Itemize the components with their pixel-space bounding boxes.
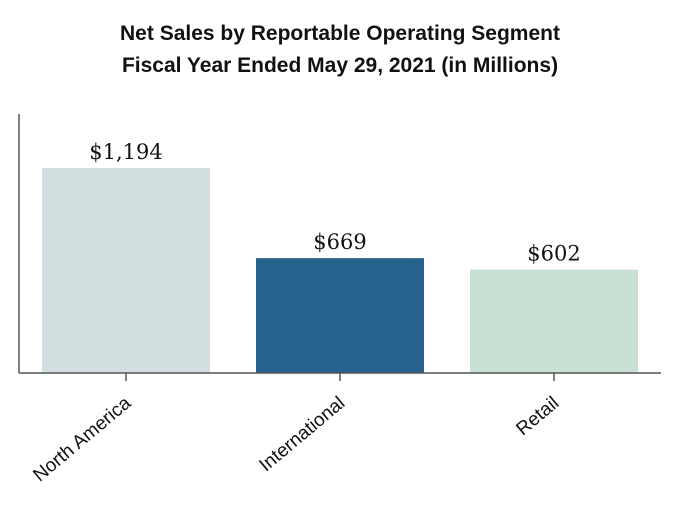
value-label-north-america: $1,194 [89, 140, 162, 164]
x-tick-label-international: International [256, 393, 350, 476]
chart-title-line-1: Net Sales by Reportable Operating Segmen… [120, 22, 560, 45]
bar-international [256, 258, 424, 373]
bar-retail [470, 269, 638, 373]
value-labels-group: $1,194 $669 $602 [89, 140, 580, 266]
bars-group [42, 168, 638, 373]
value-label-international: $669 [313, 230, 366, 254]
x-ticks-group: North America International Retail [30, 373, 564, 486]
bar-north-america [42, 168, 210, 373]
x-tick-label-retail: Retail [513, 393, 564, 440]
x-tick-label-north-america: North America [30, 392, 136, 486]
chart-title-line-2: Fiscal Year Ended May 29, 2021 (in Milli… [122, 54, 558, 77]
value-label-retail: $602 [527, 242, 580, 266]
